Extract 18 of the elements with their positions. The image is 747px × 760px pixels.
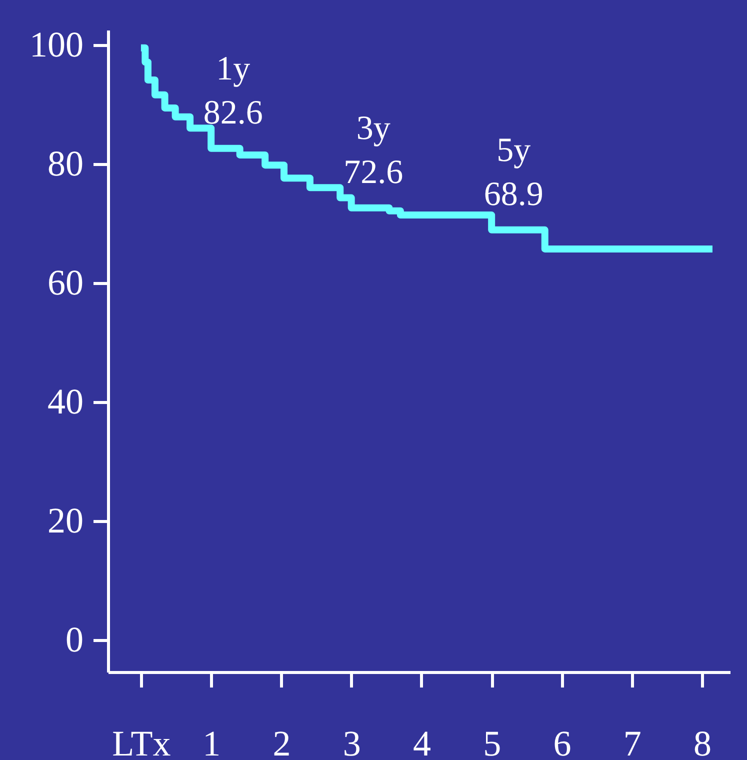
x-tick-label: 7 <box>623 724 642 760</box>
x-tick-label: 8 <box>693 724 712 760</box>
annotation: 1y 82.6 <box>203 50 263 132</box>
y-tick-label: 60 <box>48 262 84 302</box>
x-tick-label: 2 <box>272 724 291 760</box>
y-tick-label: 40 <box>48 381 84 422</box>
x-tick-label: 6 <box>553 724 572 760</box>
x-tick-label: 1 <box>202 724 221 760</box>
x-tick-label: 5 <box>483 724 502 760</box>
y-tick-label: 0 <box>66 619 84 660</box>
x-tick-label: 3 <box>342 724 361 760</box>
annotation: 5y 68.9 <box>484 132 544 213</box>
y-tick-label: 80 <box>48 143 84 184</box>
y-tick-label: 20 <box>48 500 84 540</box>
y-tick-label: 100 <box>30 24 84 64</box>
x-tick-label: 4 <box>412 724 431 760</box>
annotation: 3y 72.6 <box>344 110 404 191</box>
x-tick-label: LTx <box>112 724 171 760</box>
